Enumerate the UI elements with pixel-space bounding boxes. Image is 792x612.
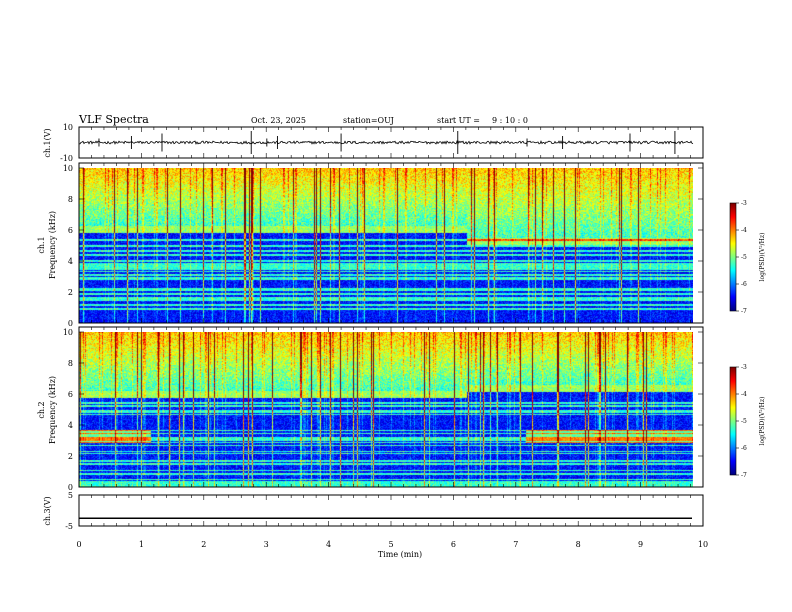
x-axis-label: Time (min) [378,550,422,559]
y-tick-label-6: 6 [68,390,73,399]
x-tick-label-10: 10 [698,540,708,549]
colorbar-tick-label: -3 [741,200,747,207]
ch2-spectro-channel: ch.2 [37,401,46,418]
ch1-spikes [98,131,676,154]
colorbar-tick-label: -4 [741,227,747,234]
colorbar-tick-label: -6 [741,281,747,288]
ch2-colorbar-gradient [730,367,736,475]
ch1-spectrogram-panel: 0 2 4 6 8 10 ch.1 Frequency (kHz) [37,162,704,328]
x-tick-label-3: 3 [264,540,269,549]
start-ut-label: start UT = [437,116,480,125]
y-tick-label-8: 8 [68,359,73,368]
ch2-spectrogram-image [79,332,693,487]
ch1-colorbar-gradient [730,203,736,311]
x-tick-label-9: 9 [638,540,643,549]
y-tick-label-8: 8 [68,195,73,204]
y-tick-label-4: 4 [68,421,73,430]
ch2-colorbar-label: log(PSD)(V²/Hz) [759,397,766,446]
colorbar-tick-label: -7 [741,308,747,315]
colorbar-tick-label: -5 [741,418,747,425]
ch3-ytick-bottom: -5 [65,522,73,531]
ch1-ylabel: ch.1(V) [43,128,52,157]
y-tick-label-4: 4 [68,257,73,266]
start-ut-time: 9 : 10 : 0 [492,116,528,125]
x-tick-label-4: 4 [326,540,331,549]
x-tick-label-6: 6 [451,540,456,549]
x-tick-label-7: 7 [513,540,518,549]
y-tick-label-2: 2 [68,452,73,461]
x-tick-label-2: 2 [201,540,206,549]
y-tick-label-0: 0 [68,319,73,328]
ch3-panel: 5 -5 ch.3(V) [43,491,704,531]
ch1-spectro-ylabel: Frequency (kHz) [48,211,57,279]
x-tick-label-5: 5 [388,540,393,549]
ch3-ylabel: ch.3(V) [43,496,52,525]
y-tick-label-0: 0 [68,483,73,492]
ch1-colorbar: -3 -4 -5 -6 -7 log(PSD)(V²/Hz) [729,200,766,315]
ch2-colorbar-ticks: -3 -4 -5 -6 -7 [736,364,747,479]
date-label: Oct. 23, 2025 [251,116,306,125]
ch1-spectro-channel: ch.1 [37,236,46,253]
ch1-trace [78,140,694,145]
ch2-spectro-ylabel: Frequency (kHz) [48,376,57,444]
ch1-spectrogram-image [79,168,693,323]
ch3-ytick-top: 5 [68,491,73,500]
x-tick-label-0: 0 [76,540,81,549]
colorbar-tick-label: -5 [741,254,747,261]
colorbar-tick-label: -4 [741,391,747,398]
ch1-waveform-panel: 10 -10 ch.1(V) [43,123,704,163]
colorbar-tick-label: -7 [741,472,747,479]
y-tick-label-6: 6 [68,226,73,235]
colorbar-tick-label: -3 [741,364,747,371]
x-axis-ticks [78,127,704,526]
figure-title: VLF Spectra [78,113,149,126]
y-tick-label-10: 10 [63,328,73,337]
ch3-frame [78,494,704,527]
y-tick-label-2: 2 [68,288,73,297]
x-axis-tick-labels: 0 1 2 3 4 5 6 7 8 9 10 [76,540,708,549]
ch2-spectro-yticks: 0 2 4 6 8 10 [63,328,703,492]
ch1-colorbar-ticks: -3 -4 -5 -6 -7 [736,200,747,315]
station-label: station=OUJ [343,116,394,125]
ch2-colorbar: -3 -4 -5 -6 -7 log(PSD)(V²/Hz) [729,364,766,479]
ch1-ytick-top: 10 [63,123,73,132]
x-tick-label-8: 8 [576,540,581,549]
ch1-colorbar-label: log(PSD)(V²/Hz) [759,233,766,282]
y-tick-label-10: 10 [63,164,73,173]
colorbar-tick-label: -6 [741,445,747,452]
x-tick-label-1: 1 [139,540,144,549]
ch2-spectrogram-panel: 0 2 4 6 8 10 ch.2 Frequency (kHz) [37,326,704,492]
ch1-spectro-yticks: 0 2 4 6 8 10 [63,164,703,328]
ch1-ytick-bottom: -10 [60,154,73,163]
